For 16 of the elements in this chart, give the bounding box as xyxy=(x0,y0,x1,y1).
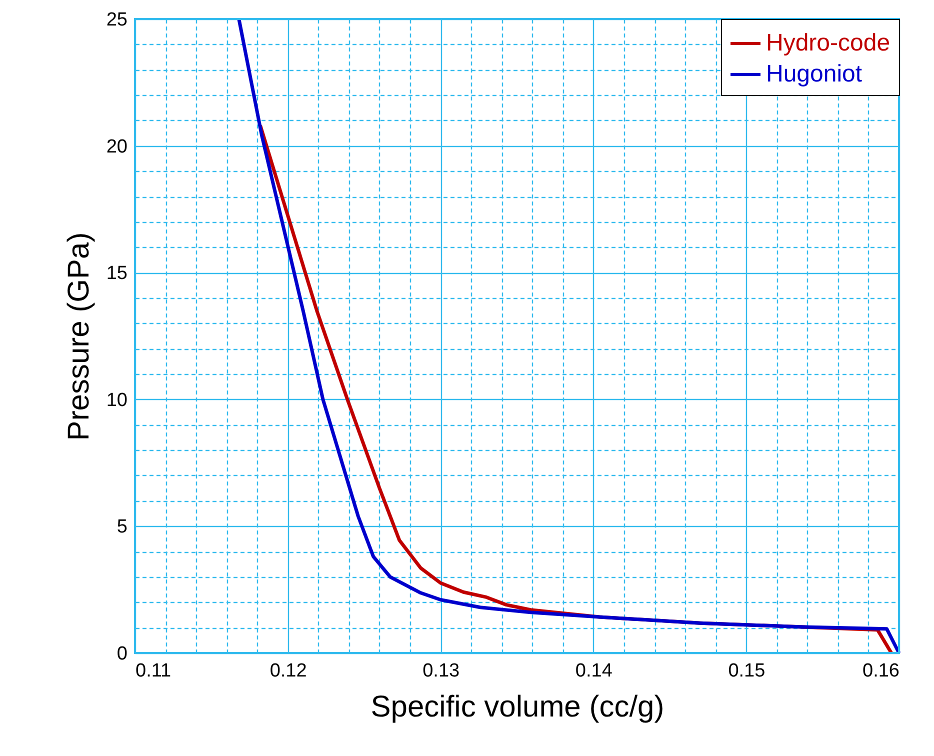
x-tick-label: 0.14 xyxy=(575,660,613,682)
y-tick-label: 25 xyxy=(106,10,128,30)
x-tick-label: 0.12 xyxy=(270,660,307,682)
legend-label: Hydro-code xyxy=(766,30,890,56)
y-tick-label: 15 xyxy=(106,263,128,284)
x-tick-label: 0.13 xyxy=(422,660,460,682)
x-tick-label: 0.11 xyxy=(136,660,172,682)
x-axis-title: Specific volume (cc/g) xyxy=(370,690,664,724)
legend-label: Hugoniot xyxy=(766,60,862,88)
y-tick-label: 10 xyxy=(106,390,128,411)
y-tick-label: 5 xyxy=(116,516,128,538)
y-tick-label: 20 xyxy=(106,136,128,158)
y-tick-label: 0 xyxy=(116,644,128,664)
x-tick-label: 0.15 xyxy=(728,660,766,682)
y-axis-title: Pressure (GPa) xyxy=(62,232,96,441)
x-tick-label: 0.16 xyxy=(862,660,900,682)
